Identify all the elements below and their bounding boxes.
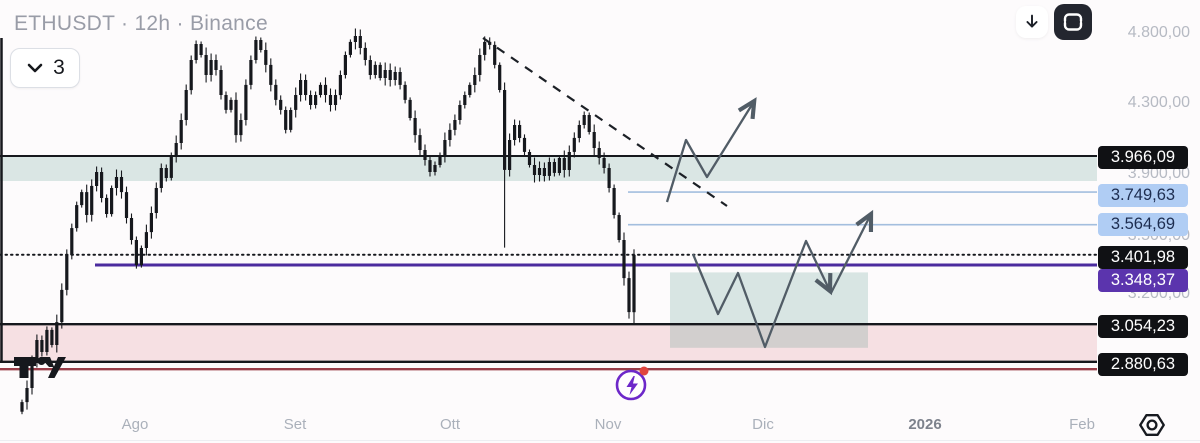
time-tick-feb: Feb [1069, 416, 1095, 433]
price-tick-4300: 4.300,00 [1127, 94, 1190, 111]
time-tick-set: Set [283, 416, 307, 433]
camera-frame-icon [1063, 13, 1083, 31]
magic-eye-button[interactable] [1136, 409, 1168, 443]
price-tick-3900: 3.900,00 [1127, 165, 1190, 182]
chevron-down-icon [27, 63, 43, 73]
screenshot-button[interactable] [1054, 4, 1092, 40]
time-tick-2026: 2026 [908, 416, 942, 433]
trendline-dashed[interactable] [482, 37, 728, 207]
time-tick-dic: Dic [752, 416, 774, 433]
projection-arrow-3[interactable] [829, 209, 874, 294]
projection-arrow-2[interactable] [691, 239, 833, 349]
price-tick-4800: 4.800,00 [1127, 24, 1190, 41]
axis-separator [0, 440, 1200, 441]
download-button[interactable] [1016, 6, 1048, 38]
notification-dot [639, 366, 649, 376]
time-axis[interactable]: Ago Set Ott Nov Dic 2026 Feb [0, 408, 1200, 443]
time-tick-ago: Ago [121, 416, 149, 433]
price-axis[interactable]: 4.800,004.300,003.900,003.500,003.200,00… [1095, 0, 1200, 443]
price-badge-3564.69: 3.564,69 [1098, 213, 1188, 236]
price-badge-3348.37: 3.348,37 [1098, 269, 1188, 292]
hexagon-eye-icon [1139, 414, 1165, 436]
arrow-down-icon [1026, 14, 1038, 28]
support-band[interactable] [0, 324, 1097, 362]
drawings-count: 3 [53, 56, 65, 79]
drawings-count-button[interactable]: 3 [10, 48, 80, 88]
price-badge-3401.98: 3.401,98 [1098, 246, 1188, 269]
magic-ai-button[interactable] [610, 364, 656, 413]
projection-arrow-1[interactable] [665, 97, 757, 203]
price-badge-2880.63: 2.880,63 [1098, 353, 1188, 376]
price-badge-3966.09: 3.966,09 [1098, 146, 1188, 169]
time-tick-ott: Ott [439, 416, 461, 433]
price-badge-3054.23: 3.054,23 [1098, 315, 1188, 338]
price-badge-3749.63: 3.749,63 [1098, 184, 1188, 207]
time-tick-nov: Nov [594, 416, 622, 433]
tradingview-logo[interactable] [12, 354, 66, 385]
lightning-bolt-icon [626, 376, 638, 395]
